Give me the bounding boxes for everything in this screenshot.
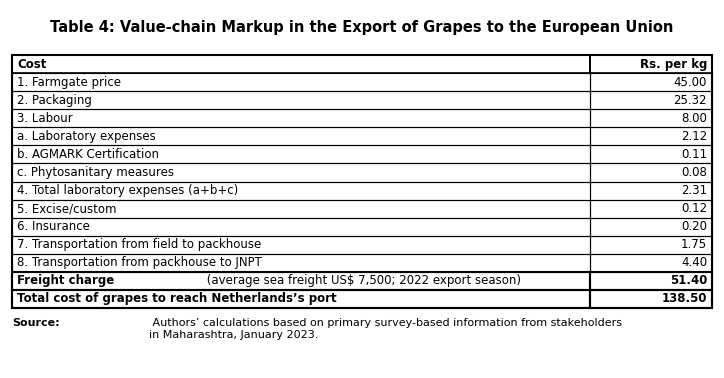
Text: Rs. per kg: Rs. per kg: [639, 57, 707, 71]
Bar: [12, 218, 590, 236]
Text: 5. Excise/custom: 5. Excise/custom: [17, 202, 117, 215]
Bar: [12, 181, 590, 200]
Text: 2.12: 2.12: [681, 130, 707, 143]
Text: 4.40: 4.40: [681, 256, 707, 269]
Bar: [12, 55, 712, 308]
Bar: [12, 146, 590, 163]
Text: Cost: Cost: [17, 57, 46, 71]
Bar: [12, 127, 590, 146]
Text: Freight charge: Freight charge: [17, 274, 114, 287]
Text: Authors’ calculations based on primary survey-based information from stakeholder: Authors’ calculations based on primary s…: [149, 318, 622, 339]
Bar: [590, 163, 712, 181]
Text: 0.12: 0.12: [681, 202, 707, 215]
Bar: [590, 218, 712, 236]
Text: 3. Labour: 3. Labour: [17, 112, 72, 125]
Text: 25.32: 25.32: [673, 94, 707, 107]
Text: 51.40: 51.40: [670, 274, 707, 287]
Bar: [590, 146, 712, 163]
Text: 0.11: 0.11: [681, 148, 707, 161]
Bar: [590, 55, 712, 73]
Text: 0.08: 0.08: [681, 166, 707, 179]
Text: 4. Total laboratory expenses (a+b+c): 4. Total laboratory expenses (a+b+c): [17, 184, 238, 197]
Text: 6. Insurance: 6. Insurance: [17, 220, 90, 233]
Bar: [12, 109, 590, 127]
Bar: [12, 272, 590, 290]
Bar: [590, 73, 712, 91]
Text: Source:: Source:: [12, 318, 59, 328]
Text: 0.20: 0.20: [681, 220, 707, 233]
Text: 1.75: 1.75: [681, 238, 707, 251]
Text: 8.00: 8.00: [681, 112, 707, 125]
Bar: [12, 200, 590, 218]
Text: c. Phytosanitary measures: c. Phytosanitary measures: [17, 166, 174, 179]
Bar: [590, 254, 712, 272]
Bar: [12, 236, 590, 254]
Bar: [12, 91, 590, 109]
Bar: [590, 200, 712, 218]
Text: b. AGMARK Certification: b. AGMARK Certification: [17, 148, 159, 161]
Bar: [590, 127, 712, 146]
Bar: [590, 236, 712, 254]
Text: (average sea freight US$ 7,500; 2022 export season): (average sea freight US$ 7,500; 2022 exp…: [203, 274, 521, 287]
Bar: [12, 163, 590, 181]
Text: Table 4: Value-chain Markup in the Export of Grapes to the European Union: Table 4: Value-chain Markup in the Expor…: [50, 20, 674, 35]
Bar: [12, 73, 590, 91]
Text: 1. Farmgate price: 1. Farmgate price: [17, 76, 121, 88]
Bar: [590, 290, 712, 308]
Text: a. Laboratory expenses: a. Laboratory expenses: [17, 130, 156, 143]
Bar: [590, 272, 712, 290]
Text: 45.00: 45.00: [673, 76, 707, 88]
Text: 7. Transportation from field to packhouse: 7. Transportation from field to packhous…: [17, 238, 261, 251]
Text: 2. Packaging: 2. Packaging: [17, 94, 92, 107]
Bar: [590, 109, 712, 127]
Bar: [590, 91, 712, 109]
Text: 2.31: 2.31: [681, 184, 707, 197]
Bar: [12, 55, 590, 73]
Bar: [590, 181, 712, 200]
Bar: [12, 290, 590, 308]
Text: 138.50: 138.50: [662, 293, 707, 305]
Text: 8. Transportation from packhouse to JNPT: 8. Transportation from packhouse to JNPT: [17, 256, 262, 269]
Text: Total cost of grapes to reach Netherlands’s port: Total cost of grapes to reach Netherland…: [17, 293, 337, 305]
Bar: [12, 254, 590, 272]
